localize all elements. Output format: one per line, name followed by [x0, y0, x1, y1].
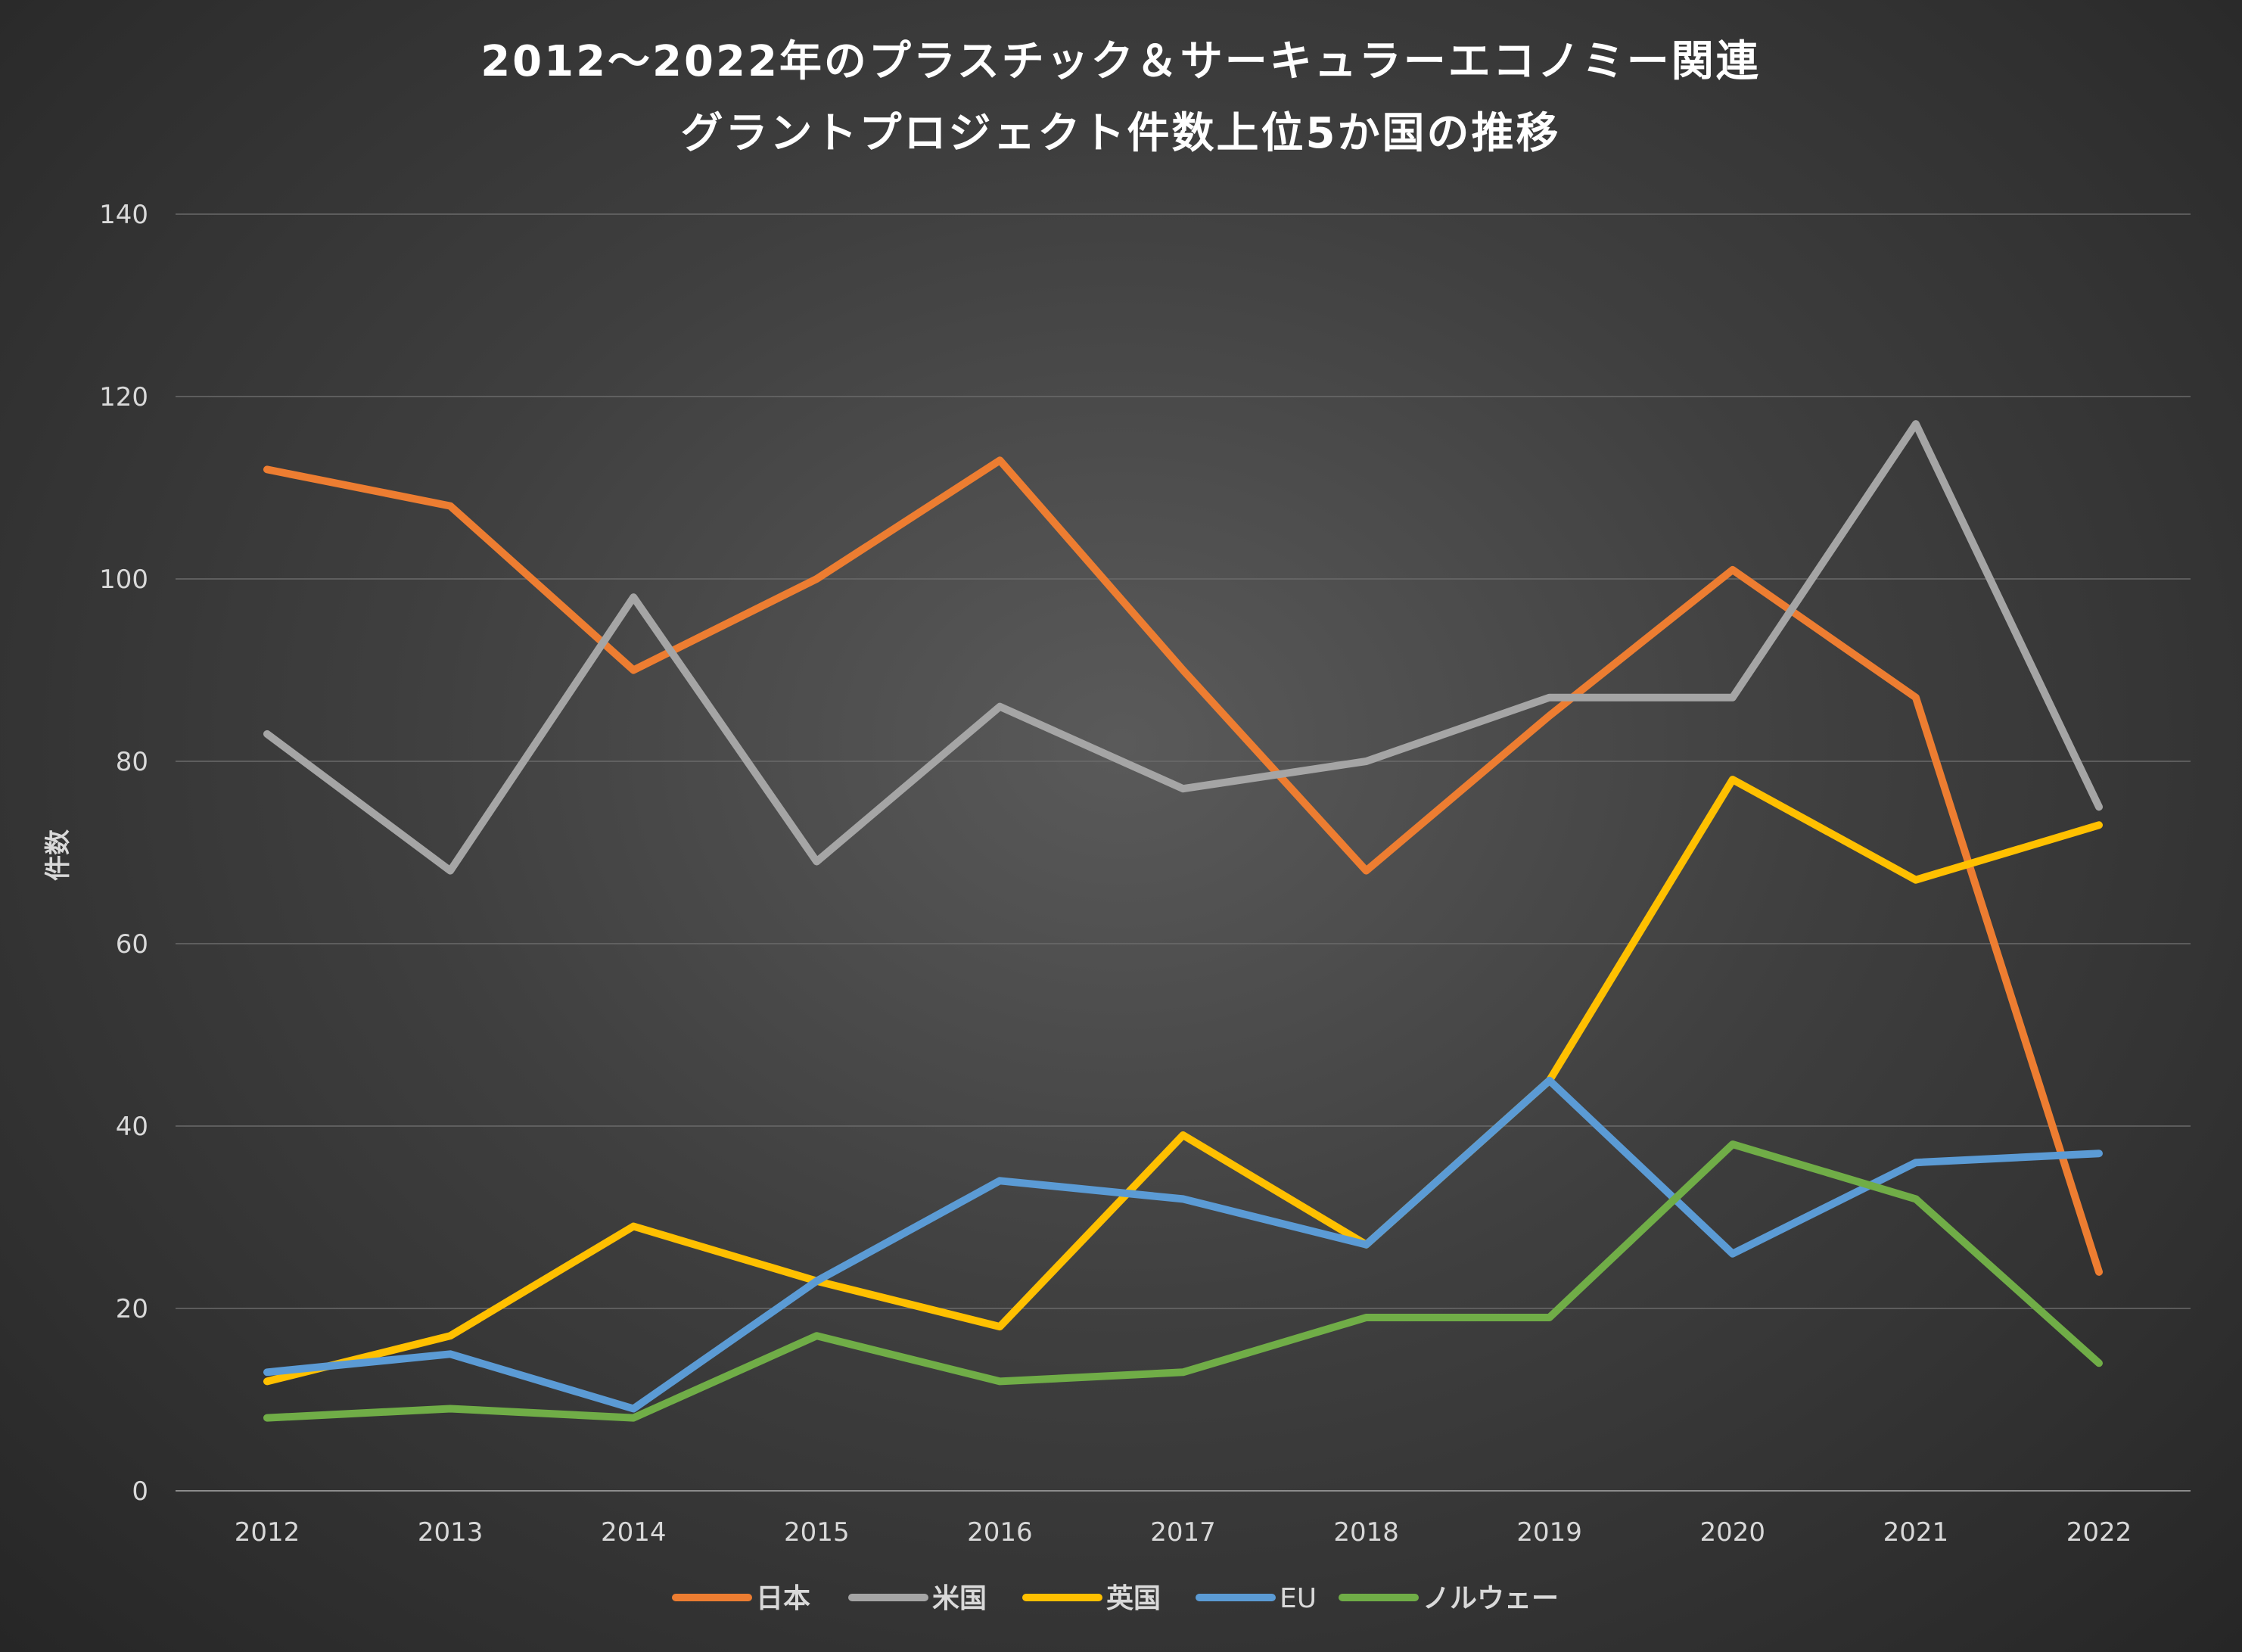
- gridlines: [176, 213, 2191, 1492]
- x-tick-label: 2012: [235, 1517, 300, 1548]
- x-tick-label: 2019: [1516, 1517, 1582, 1548]
- y-tick-label: 20: [116, 1294, 148, 1324]
- legend-label: 米国: [932, 1583, 987, 1614]
- series-line-1: [263, 420, 2103, 875]
- series-line-3: [263, 1076, 2103, 1413]
- x-tick-label: 2022: [2066, 1517, 2132, 1548]
- series-lines: [263, 420, 2103, 1422]
- x-tick-label: 2014: [601, 1517, 667, 1548]
- y-tick-label: 60: [116, 929, 148, 960]
- x-tick-label: 2021: [1883, 1517, 1949, 1548]
- legend-label: ノルウェー: [1423, 1583, 1559, 1614]
- x-tick-label: 2018: [1333, 1517, 1399, 1548]
- y-tick-label: 140: [99, 200, 148, 230]
- y-tick-label: 100: [99, 565, 148, 595]
- y-axis-title: 件数: [43, 829, 73, 881]
- x-tick-label: 2016: [967, 1517, 1033, 1548]
- series-line-0: [263, 456, 2103, 1276]
- y-tick-label: 80: [116, 747, 148, 777]
- legend: 日本 米国 英国 EU ノルウェー: [672, 1583, 1559, 1614]
- y-tick-label: 120: [99, 382, 148, 412]
- x-tick-label: 2013: [418, 1517, 484, 1548]
- legend-label: 日本: [756, 1583, 810, 1614]
- series-line-2: [263, 776, 2103, 1386]
- x-tick-label: 2020: [1700, 1517, 1766, 1548]
- x-axis-ticks: 2012 2013 2014 2015 2016 2017 2018 2019 2020 2021…: [235, 1517, 2132, 1548]
- legend-label: EU: [1280, 1583, 1317, 1614]
- x-tick-label: 2017: [1150, 1517, 1216, 1548]
- y-tick-label: 40: [116, 1112, 148, 1142]
- y-axis-ticks: 0 20 40 60 80 100 120 140: [99, 200, 148, 1507]
- y-tick-label: 0: [132, 1476, 148, 1507]
- series-line-4: [263, 1140, 2103, 1422]
- chart-title-line-2: グラントプロジェクト件数上位5か国の推移: [681, 109, 1561, 158]
- x-tick-label: 2015: [784, 1517, 850, 1548]
- legend-label: 英国: [1106, 1583, 1161, 1614]
- chart-title-line-1: 2012〜2022年のプラスチック＆サーキュラーエコノミー関連: [480, 37, 1761, 86]
